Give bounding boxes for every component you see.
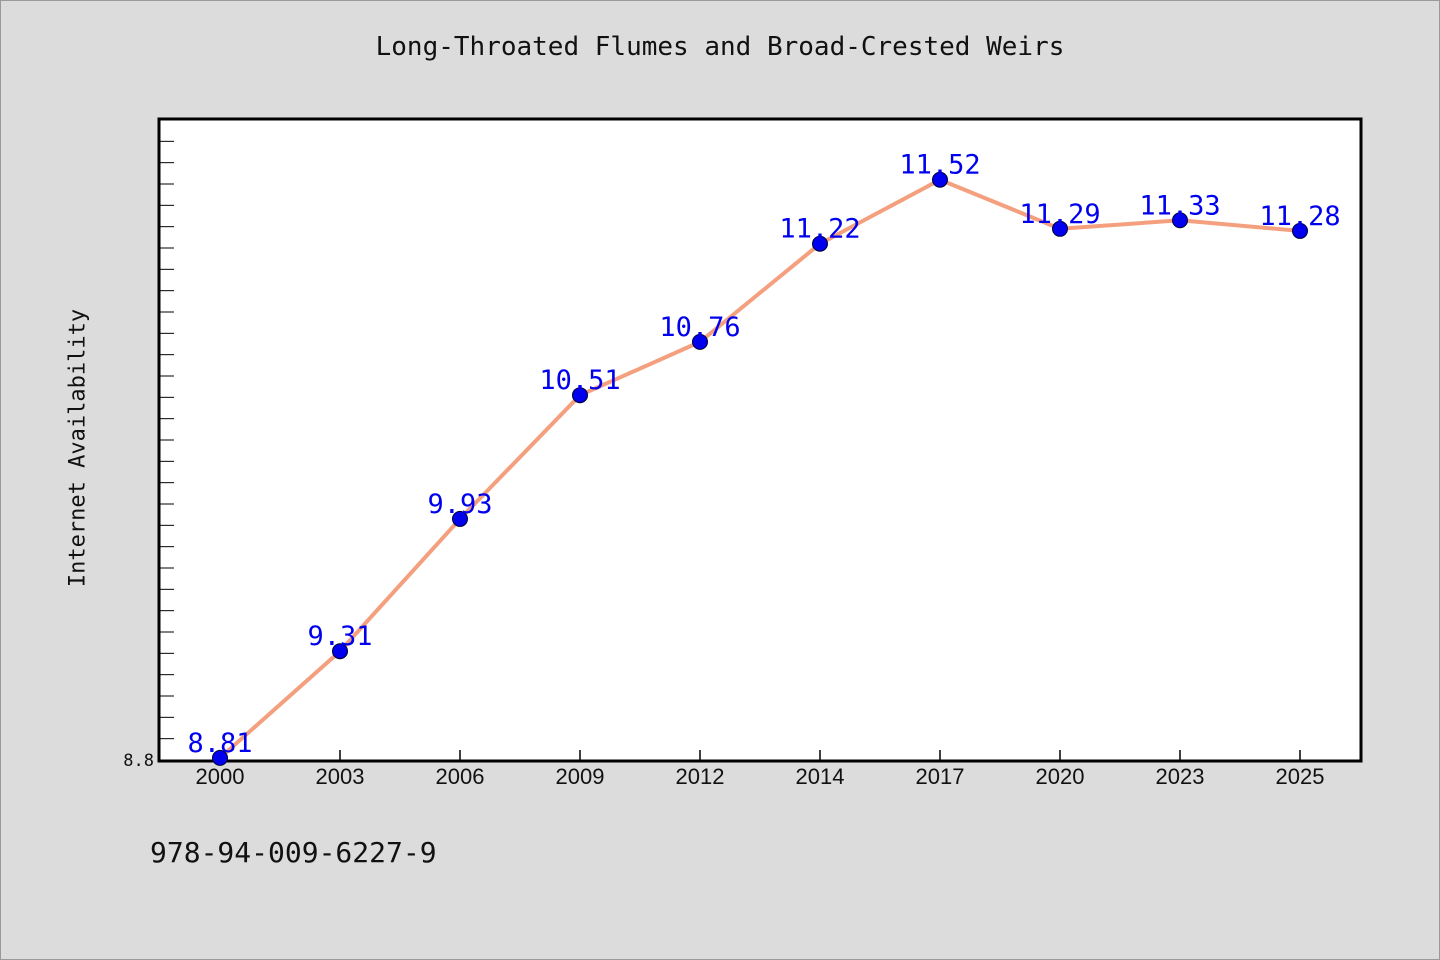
isbn-text: 978-94-009-6227-9 (150, 836, 437, 869)
plot-area (157, 117, 1363, 763)
data-point (572, 387, 588, 404)
x-axis-ticks: 2000 2003 2006 2009 2012 2014 2017 2020 2023 2025 (196, 750, 1325, 789)
data-point (812, 235, 828, 252)
chart-title: Long-Throated Flumes and Broad-Crested W… (375, 32, 1065, 62)
data-point (1052, 220, 1068, 237)
data-label: 11.22 (779, 214, 860, 245)
x-tick-label: 2020 (1036, 764, 1085, 789)
data-label: 11.33 (1139, 190, 1220, 221)
data-label: 9.31 (307, 621, 372, 652)
y-tick-label: 8.8 (123, 751, 154, 771)
data-label: 10.51 (539, 365, 620, 396)
data-label: 8.81 (187, 728, 252, 759)
x-tick-label: 2000 (196, 764, 245, 789)
data-point (332, 643, 348, 660)
data-labels-group: 8.81 9.31 9.93 10.51 10.76 11.22 11.52 11.29 11.… (187, 150, 1340, 759)
x-tick-label: 2009 (556, 764, 605, 789)
x-tick-label: 2017 (916, 764, 965, 789)
data-point (212, 749, 228, 766)
data-label: 11.29 (1019, 199, 1100, 230)
data-label: 9.93 (427, 489, 492, 520)
data-label: 11.52 (899, 150, 980, 181)
data-point (692, 333, 708, 350)
x-tick-label: 2012 (676, 764, 725, 789)
x-tick-label: 2003 (316, 764, 365, 789)
data-point (452, 510, 468, 527)
x-tick-label: 2023 (1156, 764, 1205, 789)
data-label: 11.28 (1259, 201, 1340, 232)
x-tick-label: 2006 (436, 764, 485, 789)
series-group (212, 171, 1308, 766)
data-point (932, 171, 948, 188)
data-point (1172, 212, 1188, 229)
x-tick-label: 2025 (1276, 764, 1325, 789)
data-point (1292, 222, 1308, 239)
y-axis-ticks: 8.8 (123, 140, 174, 771)
x-tick-label: 2014 (796, 764, 845, 789)
series-line (218, 177, 1302, 760)
data-label: 10.76 (659, 312, 740, 343)
